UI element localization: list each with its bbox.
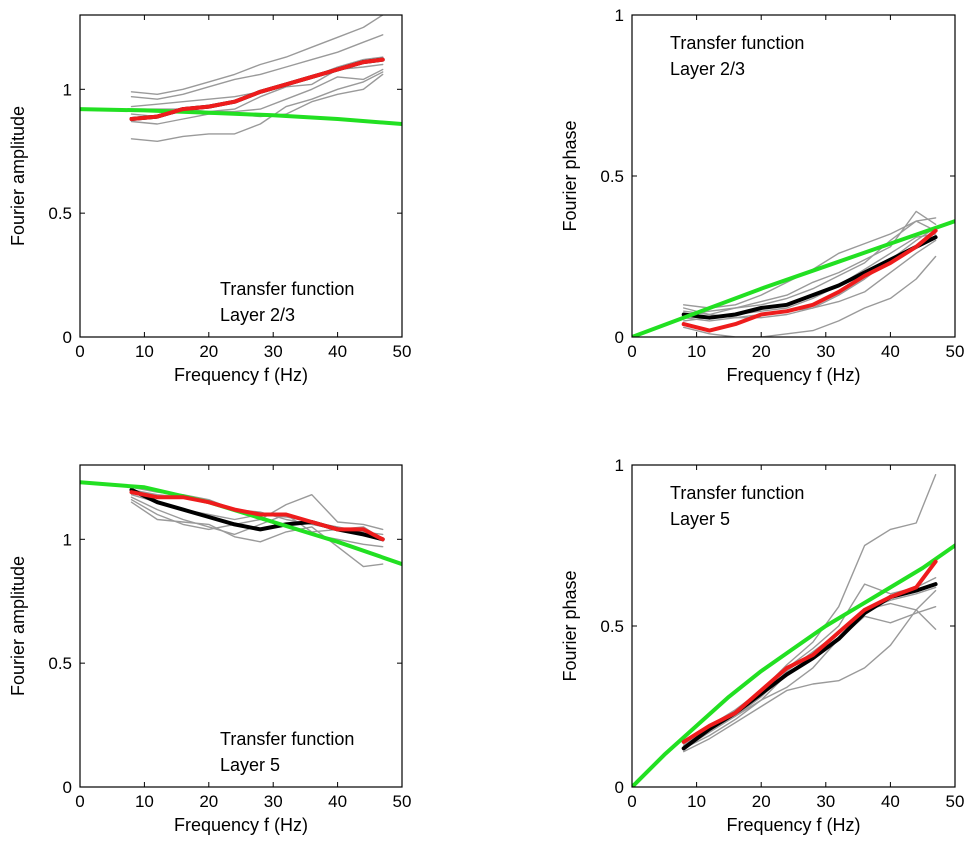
individual-line-4 [130,63,384,113]
annotation-line-2: Layer 2/3 [220,305,295,325]
y-tick-label: 1 [63,530,72,549]
x-tick-label: 40 [328,792,347,811]
individual-line-6 [683,239,937,322]
individual-line-7 [683,255,937,337]
panel-amp-l5: 0 10 20 30 40 50 0 0.5 1 Frequency f (Hz) Fourier … [8,464,412,835]
x-axis-label: Frequency f (Hz) [726,815,860,835]
x-tick-label: 0 [75,792,84,811]
y-axis-label: Fourier amplitude [8,106,28,246]
x-tick-label: 20 [752,342,771,361]
individual-line-2 [683,210,937,316]
x-tick-label: 40 [881,342,900,361]
annotation-line-2: Layer 5 [220,755,280,775]
x-tick-label: 50 [946,792,965,811]
y-axis-label: Fourier phase [560,120,580,231]
individual-line-3 [683,220,937,316]
x-tick-label: 20 [199,342,218,361]
individual-line-1 [130,15,384,96]
plot-area [80,480,402,568]
y-tick-label: 1 [615,456,624,475]
x-tick-label: 30 [816,792,835,811]
individual-line-3 [683,602,937,750]
y-tick-label: 1 [63,80,72,99]
annotation-line-2: Layer 5 [670,509,730,529]
panel-phase-l23: 0 10 20 30 40 50 0 0.5 1 Frequency f (Hz) Fourier … [560,6,964,385]
y-tick-label: 0.5 [48,204,72,223]
model-line [632,543,955,787]
fit-line [681,228,938,333]
fit-line [129,490,385,542]
plot-area [632,210,955,337]
plot-area [80,15,402,143]
mean-line [681,582,938,751]
individual-line-5 [130,501,384,568]
plot-area [632,474,955,787]
x-tick-label: 10 [687,792,706,811]
annotation-line-1: Transfer function [670,33,804,53]
x-tick-label: 20 [199,792,218,811]
x-tick-label: 40 [881,792,900,811]
x-tick-label: 10 [135,792,154,811]
individual-line-3 [130,56,384,108]
x-axis-label: Frequency f (Hz) [174,815,308,835]
annotation-line-1: Transfer function [670,483,804,503]
fit-line [129,57,385,121]
y-tick-label: 0 [615,778,624,797]
x-tick-label: 30 [264,792,283,811]
y-tick-label: 0 [63,778,72,797]
x-tick-label: 50 [393,792,412,811]
x-tick-label: 10 [135,342,154,361]
y-tick-label: 0 [615,328,624,347]
x-tick-label: 10 [687,342,706,361]
y-axis-label: Fourier phase [560,570,580,681]
x-tick-label: 20 [752,792,771,811]
annotation-line-2: Layer 2/3 [670,59,745,79]
individual-line-2 [130,34,384,100]
model-line [632,219,955,337]
y-tick-label: 0.5 [600,167,624,186]
x-axis-label: Frequency f (Hz) [174,365,308,385]
x-tick-label: 50 [946,342,965,361]
x-tick-label: 0 [627,342,636,361]
panel-amp-l23: 0 10 20 30 40 50 0 0.5 1 Frequency f (Hz) Fourier … [8,14,412,385]
y-tick-label: 0.5 [600,617,624,636]
panel-phase-l5: 0 10 20 30 40 50 0 0.5 1 Frequency f (Hz) Fourier … [560,456,964,835]
annotation-line-1: Transfer function [220,279,354,299]
individual-line-5 [683,589,937,753]
x-tick-label: 0 [627,792,636,811]
y-tick-label: 0 [63,328,72,347]
x-tick-label: 30 [816,342,835,361]
annotation-line-1: Transfer function [220,729,354,749]
y-axis-label: Fourier amplitude [8,556,28,696]
x-tick-label: 40 [328,342,347,361]
individual-line-4 [683,606,937,750]
y-tick-label: 1 [615,6,624,25]
fit-line [681,559,938,744]
axes-frame [79,14,403,338]
axes-frame [79,464,403,788]
x-tick-label: 30 [264,342,283,361]
y-tick-label: 0.5 [48,654,72,673]
model-line [80,107,402,126]
x-tick-label: 50 [393,342,412,361]
individual-line-7 [130,71,384,143]
x-axis-label: Frequency f (Hz) [726,365,860,385]
x-tick-label: 0 [75,342,84,361]
